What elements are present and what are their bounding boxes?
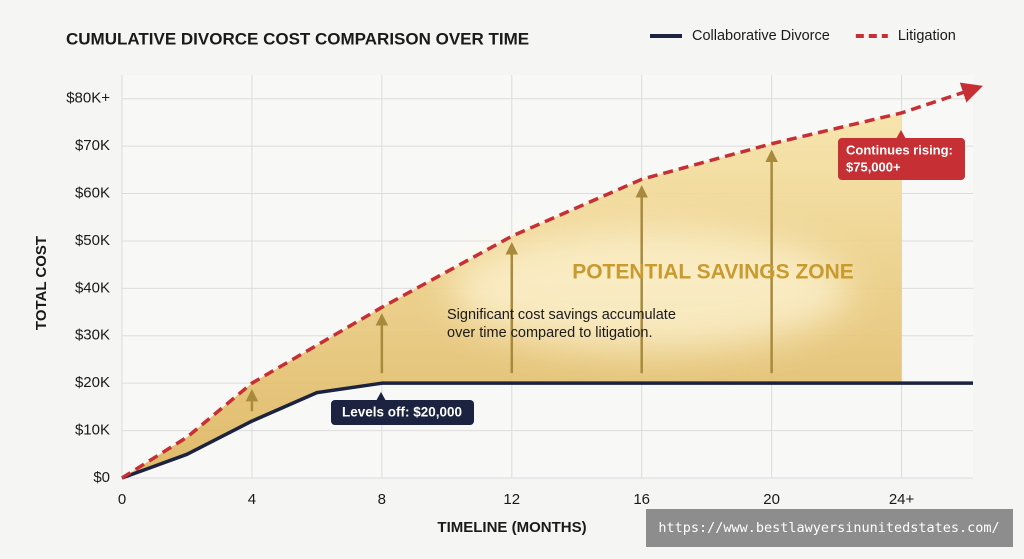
y-tick-label: $70K	[75, 137, 110, 154]
x-tick-label: 20	[763, 491, 780, 508]
y-tick-label: $10K	[75, 422, 110, 439]
x-tick-label: 4	[248, 491, 256, 508]
callout-text: Levels off: $20,000	[342, 405, 462, 420]
watermark: https://www.bestlawyersinunitedstates.co…	[646, 509, 1013, 547]
x-tick-label: 0	[118, 491, 126, 508]
y-axis-label: TOTAL COST	[33, 236, 50, 330]
series-line	[121, 82, 983, 480]
x-tick-label: 8	[378, 491, 386, 508]
y-tick-label: $50K	[75, 232, 110, 249]
zone-glow	[450, 230, 850, 350]
callout-pointer	[376, 392, 386, 401]
y-tick-label: $30K	[75, 327, 110, 344]
plot-area: $0 $10K $20K $30K $40K $50K $60K $70K $80K+ 0 4 8 12…	[66, 75, 983, 508]
callout-text: $75,000+	[846, 159, 901, 174]
y-tick-label: $60K	[75, 184, 110, 201]
x-tick-label: 16	[633, 491, 650, 508]
callout-box	[331, 400, 474, 425]
note-text: Significant cost savings accumulate	[447, 307, 676, 323]
legend-label: Collaborative Divorce	[692, 28, 830, 44]
callout-pointer	[896, 130, 906, 139]
watermark-text: https://www.bestlawyersinunitedstates.co…	[658, 520, 999, 536]
callout-box	[838, 138, 965, 180]
y-tick-label: $0	[93, 469, 110, 486]
legend: Collaborative Divorce Litigation	[650, 28, 956, 44]
x-axis-label: TIMELINE (MONTHS)	[437, 519, 586, 536]
watermark-box	[646, 509, 1013, 547]
x-tick-label: 24+	[889, 491, 915, 508]
zone-label: POTENTIAL SAVINGS ZONE	[572, 261, 854, 284]
callout-text: Continues rising:	[846, 142, 953, 157]
chart-title: CUMULATIVE DIVORCE COST COMPARISON OVER …	[66, 29, 529, 48]
legend-label: Litigation	[898, 28, 956, 44]
series-line	[121, 381, 973, 480]
y-tick-label: $20K	[75, 374, 110, 391]
x-tick-label: 12	[503, 491, 520, 508]
y-tick-label: $80K+	[66, 90, 110, 107]
y-tick-label: $40K	[75, 279, 110, 296]
note-text: over time compared to litigation.	[447, 325, 653, 341]
